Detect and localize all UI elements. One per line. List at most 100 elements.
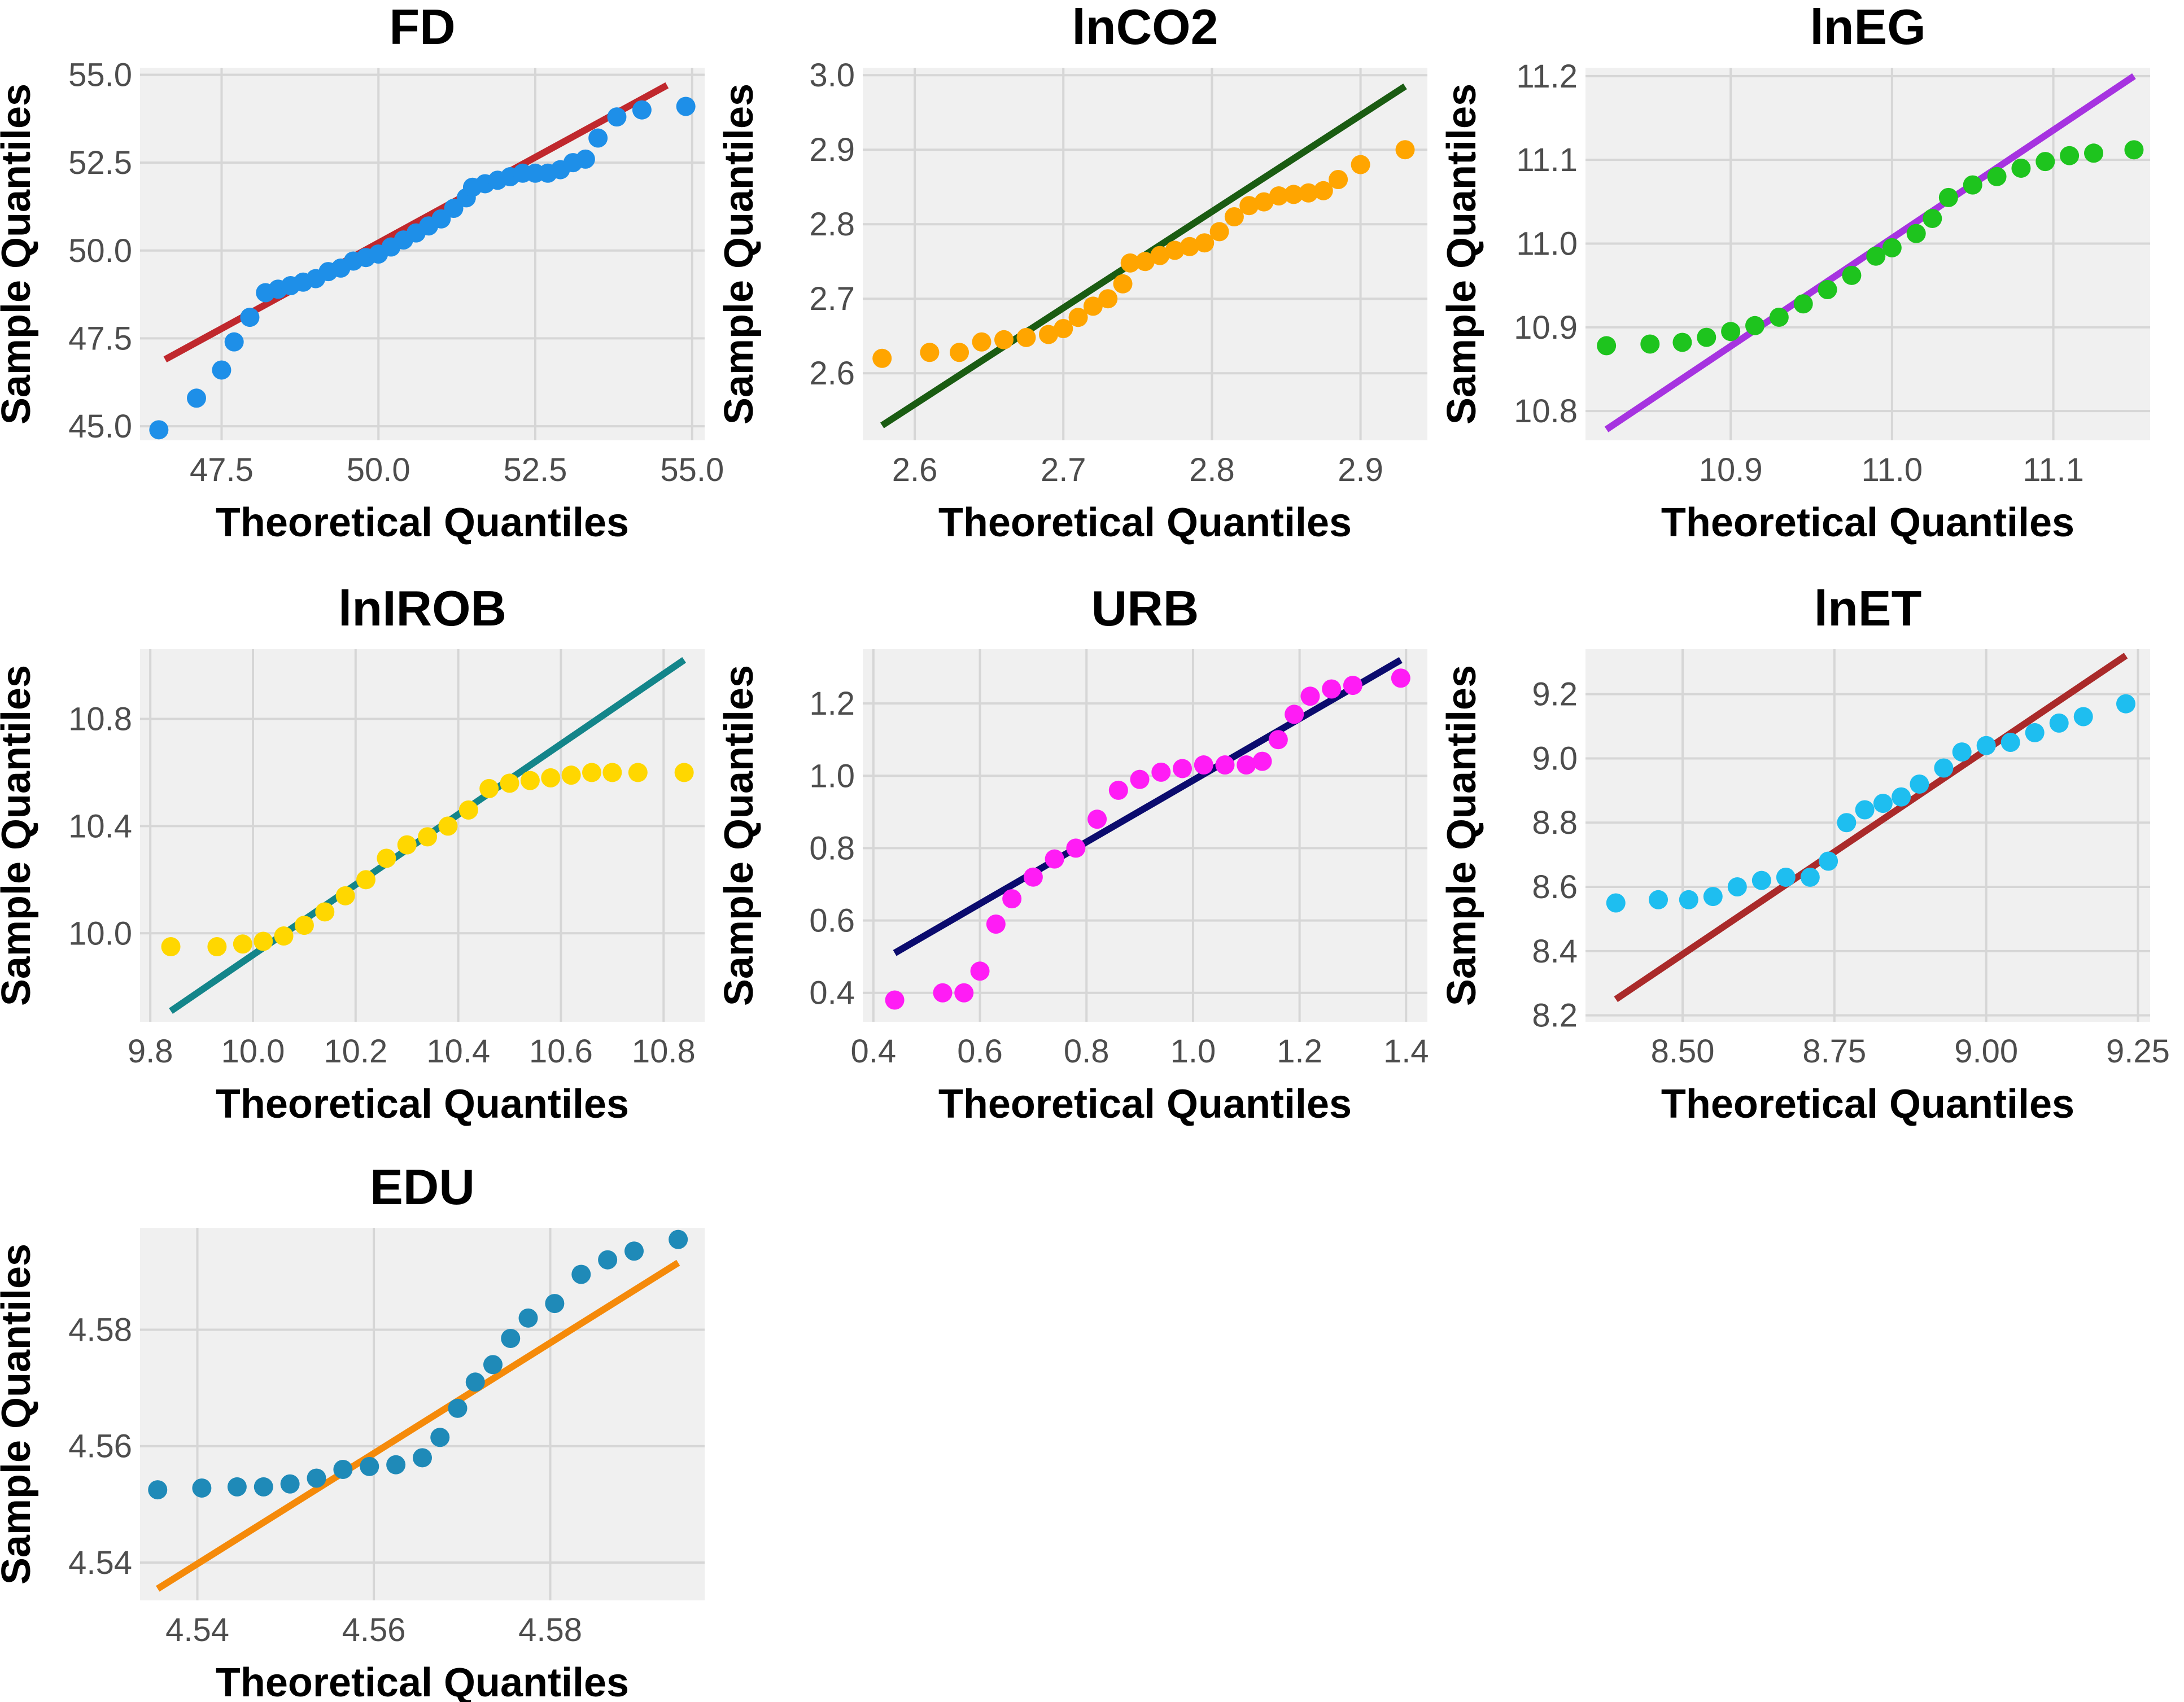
data-point bbox=[1842, 265, 1862, 285]
data-point bbox=[280, 1474, 300, 1494]
data-point bbox=[1239, 196, 1259, 216]
data-point bbox=[885, 990, 905, 1010]
data-point bbox=[1597, 336, 1617, 356]
data-point bbox=[1254, 192, 1274, 212]
data-point bbox=[1299, 183, 1318, 203]
panel-lnco2: 2.6 2.7 2.8 2.9 2.6 2.7 2.8 2.9 3.0 lnCO2 Theoreti… bbox=[717, 0, 1427, 545]
x-tick-label: 10.0 bbox=[221, 1033, 285, 1070]
x-axis-label: Theoretical Quantiles bbox=[938, 1082, 1352, 1127]
data-point bbox=[1906, 224, 1926, 243]
data-point bbox=[360, 1456, 379, 1476]
data-point bbox=[1098, 289, 1118, 309]
data-point bbox=[1963, 175, 1982, 195]
x-tick-label: 2.9 bbox=[1338, 452, 1383, 488]
x-axis-label: Theoretical Quantiles bbox=[1661, 1082, 2074, 1127]
data-point bbox=[444, 199, 464, 218]
data-point bbox=[518, 1308, 538, 1328]
data-point bbox=[571, 1265, 591, 1284]
x-tick-label: 2.7 bbox=[1041, 452, 1086, 488]
data-point bbox=[2073, 707, 2093, 727]
x-tick-label: 8.50 bbox=[1651, 1033, 1715, 1070]
data-point bbox=[1087, 810, 1107, 829]
data-point bbox=[2084, 143, 2103, 163]
data-point bbox=[1068, 308, 1088, 327]
y-tick-label: 11.0 bbox=[1516, 225, 1578, 262]
data-point bbox=[500, 773, 519, 793]
y-tick-label: 47.5 bbox=[68, 320, 132, 357]
panel-lnirob: 9.8 10.0 10.2 10.4 10.6 10.8 10.0 10.4 10.8 lnIRO… bbox=[0, 580, 705, 1127]
data-point bbox=[575, 149, 595, 169]
y-tick-label: 0.6 bbox=[809, 903, 855, 939]
data-point bbox=[294, 916, 314, 935]
data-point bbox=[1322, 679, 1342, 699]
x-tick-label: 9.8 bbox=[128, 1033, 173, 1070]
data-point bbox=[1923, 208, 1942, 228]
data-point bbox=[1818, 280, 1837, 300]
data-point bbox=[1268, 730, 1288, 750]
x-tick-label: 9.00 bbox=[1954, 1033, 2018, 1070]
data-point bbox=[430, 1428, 450, 1447]
data-point bbox=[254, 931, 273, 951]
data-point bbox=[1343, 676, 1362, 695]
data-point bbox=[602, 763, 622, 782]
data-point bbox=[1224, 207, 1244, 226]
data-point bbox=[2124, 140, 2144, 160]
data-point bbox=[149, 420, 169, 440]
data-point bbox=[954, 983, 974, 1003]
x-tick-label: 10.2 bbox=[324, 1033, 387, 1070]
y-tick-label: 0.8 bbox=[809, 830, 855, 867]
x-tick-label: 11.0 bbox=[1862, 452, 1923, 488]
x-tick-label: 4.54 bbox=[165, 1612, 229, 1648]
data-point bbox=[192, 1478, 212, 1498]
data-point bbox=[501, 1328, 521, 1348]
data-point bbox=[1391, 668, 1410, 688]
data-point bbox=[972, 332, 991, 352]
panel-lneg: 10.9 11.0 11.1 10.8 10.9 11.0 11.1 11.2 lnEG Theo… bbox=[1439, 0, 2150, 545]
x-tick-label: 10.4 bbox=[426, 1033, 490, 1070]
data-point bbox=[994, 330, 1014, 349]
y-tick-label: 2.8 bbox=[809, 206, 855, 243]
x-tick-label: 0.6 bbox=[957, 1033, 1003, 1070]
x-tick-label: 10.8 bbox=[632, 1033, 696, 1070]
data-point bbox=[674, 763, 694, 782]
x-tick-label: 8.75 bbox=[1802, 1033, 1866, 1070]
data-point bbox=[233, 934, 252, 954]
data-point bbox=[2060, 146, 2080, 165]
data-point bbox=[1195, 233, 1215, 253]
data-point bbox=[212, 360, 231, 380]
data-point bbox=[227, 1477, 247, 1497]
data-point bbox=[1395, 140, 1415, 160]
data-point bbox=[1180, 237, 1199, 256]
data-point bbox=[1237, 755, 1256, 775]
panel-fd: 47.5 50.0 52.5 55.0 45.0 47.5 50.0 52.5 55.0 FD Th… bbox=[0, 0, 724, 545]
data-point bbox=[2036, 152, 2055, 172]
y-tick-label: 3.0 bbox=[809, 57, 855, 94]
data-point bbox=[2000, 733, 2020, 752]
data-point bbox=[920, 343, 940, 362]
plot-background bbox=[863, 649, 1427, 1022]
data-point bbox=[386, 1455, 406, 1475]
data-point bbox=[1054, 319, 1073, 338]
x-tick-label: 52.5 bbox=[504, 452, 567, 488]
x-axis-label: Theoretical Quantiles bbox=[216, 500, 629, 545]
data-point bbox=[1640, 334, 1660, 354]
data-point bbox=[207, 937, 227, 957]
data-point bbox=[1703, 887, 1723, 907]
data-point bbox=[1165, 240, 1185, 260]
data-point bbox=[333, 1459, 353, 1479]
y-tick-label: 4.56 bbox=[68, 1428, 132, 1465]
data-point bbox=[1910, 774, 1929, 794]
data-point bbox=[483, 1355, 503, 1375]
data-point bbox=[632, 100, 652, 120]
data-point bbox=[872, 348, 892, 368]
data-point bbox=[1751, 870, 1771, 890]
x-tick-label: 10.9 bbox=[1699, 452, 1763, 488]
chart-title: lnCO2 bbox=[1072, 0, 1218, 55]
data-point bbox=[1938, 187, 1958, 207]
y-tick-label: 4.54 bbox=[68, 1545, 132, 1581]
data-point bbox=[1800, 867, 1820, 887]
data-point bbox=[2011, 158, 2031, 178]
data-point bbox=[2116, 694, 2135, 714]
x-tick-label: 2.6 bbox=[892, 452, 938, 488]
